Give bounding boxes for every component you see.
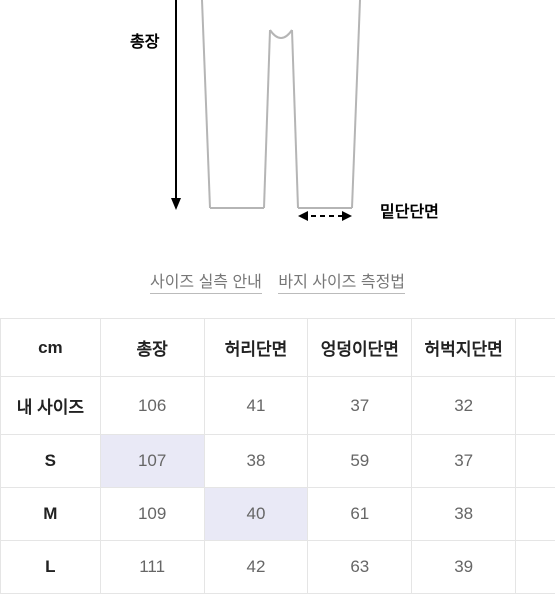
col-header: 허리단면 [204, 319, 308, 377]
size-cell: 3 [516, 488, 555, 541]
size-cell: 111 [100, 541, 204, 594]
col-header: 밑 [516, 319, 555, 377]
unit-header: cm [1, 319, 101, 377]
row-label: L [1, 541, 101, 594]
col-header: 허벅지단면 [412, 319, 516, 377]
col-header: 총장 [100, 319, 204, 377]
row-label: M [1, 488, 101, 541]
size-cell: 63 [308, 541, 412, 594]
size-cell: 38 [412, 488, 516, 541]
size-cell: 106 [100, 377, 204, 435]
size-cell: 32 [412, 377, 516, 435]
hem-label: 밑단단면 [380, 198, 439, 222]
size-cell: 39 [412, 541, 516, 594]
table-row: L1114263393 [1, 541, 555, 594]
size-cell: 40 [204, 488, 308, 541]
size-cell: 37 [308, 377, 412, 435]
size-cell: 42 [204, 541, 308, 594]
size-cell: 3 [516, 541, 555, 594]
table-row: M1094061383 [1, 488, 555, 541]
size-cell: 37 [412, 435, 516, 488]
table-row: S1073859373 [1, 435, 555, 488]
size-cell [516, 377, 555, 435]
size-table: cm총장허리단면엉덩이단면허벅지단면밑 내 사이즈106413732S10738… [0, 318, 555, 594]
size-cell: 3 [516, 435, 555, 488]
pants-svg [0, 0, 555, 260]
size-cell: 109 [100, 488, 204, 541]
row-label: S [1, 435, 101, 488]
pants-measurement-diagram: 총장 밑단단면 [0, 0, 555, 260]
help-links-row: 사이즈 실측 안내 바지 사이즈 측정법 [0, 268, 555, 292]
length-label: 총장 [130, 28, 159, 52]
size-cell: 38 [204, 435, 308, 488]
how-to-measure-link[interactable]: 바지 사이즈 측정법 [278, 274, 405, 294]
size-cell: 107 [100, 435, 204, 488]
size-cell: 61 [308, 488, 412, 541]
col-header: 엉덩이단면 [308, 319, 412, 377]
size-cell: 59 [308, 435, 412, 488]
size-cell: 41 [204, 377, 308, 435]
table-row: 내 사이즈106413732 [1, 377, 555, 435]
row-label: 내 사이즈 [1, 377, 101, 435]
size-table-wrap: cm총장허리단면엉덩이단면허벅지단면밑 내 사이즈106413732S10738… [0, 318, 555, 594]
size-guide-link[interactable]: 사이즈 실측 안내 [150, 274, 262, 294]
